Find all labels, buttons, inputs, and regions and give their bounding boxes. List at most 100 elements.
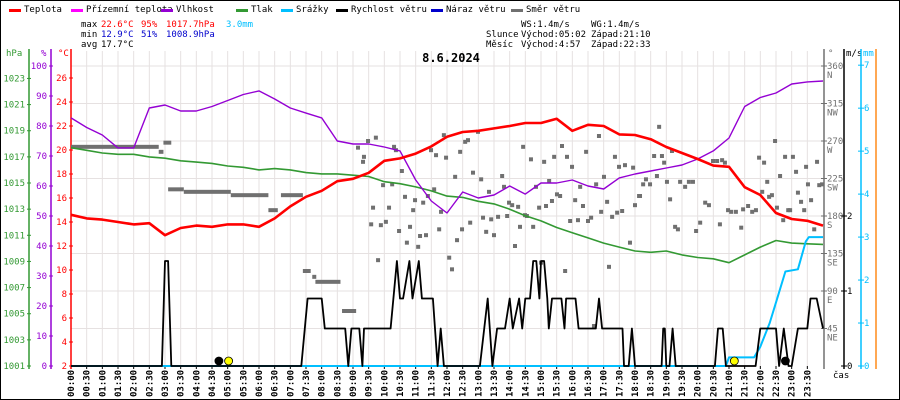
wind-direction-run	[163, 140, 172, 145]
legend-swatch	[336, 8, 348, 12]
wind-direction-point	[804, 164, 809, 169]
wind-direction-point	[521, 144, 526, 149]
x-tick-label: 21:00	[725, 370, 735, 397]
rain-tick-label: 3	[864, 233, 869, 243]
rain-axis-title: mm	[863, 49, 874, 59]
wind-direction-point	[596, 134, 601, 138]
wind-direction-point	[371, 205, 376, 210]
wind-direction-point	[565, 154, 570, 159]
wind-direction-point	[418, 234, 423, 238]
x-tick-label: 04:00	[192, 370, 202, 397]
wind-direction-point	[516, 204, 521, 209]
sunrise-marker	[224, 356, 234, 366]
temperature-tick-label: 8	[62, 290, 67, 300]
rain-tick-label: 1	[864, 319, 869, 329]
legend-label: Směr větru	[526, 5, 581, 15]
x-tick-label: 07:00	[286, 370, 296, 397]
legend-swatch	[9, 8, 21, 12]
wind-direction-point	[703, 200, 708, 205]
wind-direction-point	[781, 218, 786, 223]
temperature-tick-label: 24	[56, 98, 67, 108]
pressure-tick-label: 1021	[3, 101, 25, 111]
temperature-tick-label: 4	[62, 338, 67, 348]
x-tick-label: 12:00	[443, 370, 453, 397]
x-tick-label: 02:30	[145, 370, 155, 397]
legend-label: Přízemní teplota	[86, 5, 173, 15]
wind-direction-point	[552, 154, 557, 159]
wind-direction-point	[408, 224, 413, 229]
pressure-tick-label: 1003	[3, 336, 25, 346]
humidity-tick-label: 40	[36, 242, 47, 252]
wind-direction-point	[720, 158, 725, 163]
direction-tick-label: 135	[827, 250, 843, 260]
wind-direction-point	[617, 164, 622, 169]
wind-direction-point	[471, 170, 476, 175]
pressure-tick-label: 1001	[3, 362, 25, 372]
stats-max-pressure: 1017.7hPa	[166, 20, 215, 30]
pressure-tick-label: 1013	[3, 205, 25, 215]
legend-swatch	[431, 8, 443, 12]
legend-label: Srážky	[296, 5, 329, 15]
humidity-tick-label: 90	[36, 92, 47, 102]
wind-direction-run	[230, 193, 269, 198]
x-tick-label: 13:30	[490, 370, 500, 397]
wind-direction-point	[528, 157, 533, 162]
direction-tick-cardinal: NW	[827, 109, 838, 119]
chart-title: 8.6.2024	[422, 51, 480, 65]
legend-item-pressure: Tlak	[236, 5, 273, 15]
legend-item-wind-gust: Náraz větru	[431, 5, 506, 15]
wind-direction-point	[413, 198, 418, 203]
x-tick-label: 17:00	[600, 370, 610, 397]
x-tick-label: 13:00	[474, 370, 484, 397]
x-tick-label: 08:30	[333, 370, 343, 397]
x-tick-label: 22:30	[772, 370, 782, 397]
wind-direction-point	[390, 182, 395, 187]
wind-direction-point	[610, 214, 615, 219]
wind-direction-point	[502, 184, 507, 189]
x-tick-label: 22:00	[756, 370, 766, 397]
stats-avg-label: avg	[81, 40, 98, 50]
wind-direction-point	[575, 218, 580, 223]
wind-direction-point	[463, 139, 468, 144]
x-tick-label: 07:30	[302, 370, 312, 397]
wind-direction-point	[694, 229, 699, 233]
x-tick-label: 10:00	[380, 370, 390, 397]
wind-direction-point	[773, 139, 778, 143]
wind-direction-point	[722, 160, 727, 165]
wind-direction-point	[683, 184, 688, 189]
wind-direction-point	[620, 209, 625, 213]
wind-direction-point	[356, 145, 361, 150]
grid	[71, 51, 823, 366]
wind-direction-run	[312, 274, 317, 279]
x-tick-label: 05:30	[239, 370, 249, 397]
wind-direction-point	[726, 208, 731, 213]
direction-tick-label: 315	[827, 100, 843, 110]
wind-direction-run	[71, 144, 159, 149]
wind-direction-point	[568, 219, 573, 223]
wind-direction-point	[817, 183, 822, 188]
wind-direction-point	[641, 182, 646, 187]
wind-direction-point	[795, 190, 800, 195]
wind-direction-point	[500, 174, 505, 178]
wind-direction-point	[484, 229, 489, 234]
x-tick-label: 14:00	[506, 370, 516, 397]
wind-direction-point	[578, 184, 583, 189]
rain-tick-label: 5	[864, 147, 869, 157]
rain-tick-label: 7	[864, 61, 869, 71]
temperature-axis-title: °C	[58, 49, 69, 59]
wind-direction-point	[760, 189, 765, 194]
legend-item-wind-speed: Rychlost větru	[336, 5, 427, 15]
wind-direction-point	[690, 179, 695, 184]
stats-max-humidity: 95%	[141, 20, 158, 30]
wind-direction-point	[558, 194, 563, 198]
wind-direction-point	[544, 204, 549, 208]
x-axis-label: čas	[833, 370, 849, 381]
wind-direction-point	[447, 255, 452, 260]
wind-direction-point	[622, 163, 627, 168]
wind-direction-point	[507, 200, 512, 205]
pressure-tick-label: 1023	[3, 74, 25, 84]
wind-direction-run	[302, 269, 311, 273]
rain-tick-label: 0	[864, 362, 869, 372]
legend-item-precipitation: Srážky	[281, 5, 329, 15]
x-tick-label: 16:00	[568, 370, 578, 397]
